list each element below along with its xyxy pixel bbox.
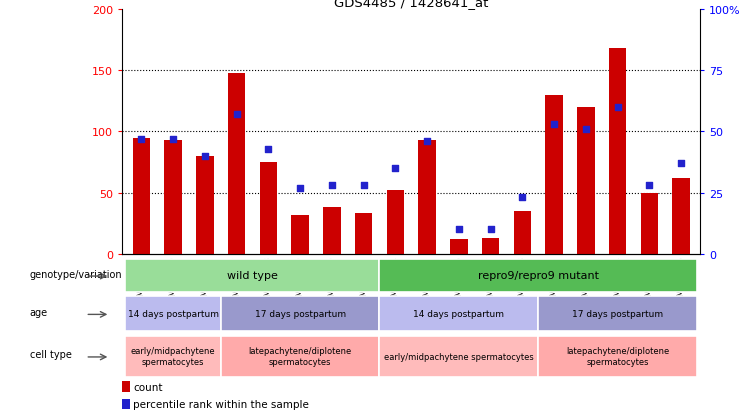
Point: [167, 136, 179, 143]
Bar: [125, 259, 379, 292]
Point: [390, 165, 402, 172]
Bar: [227, 74, 245, 254]
Point: [262, 146, 274, 152]
Bar: [125, 336, 221, 377]
Text: repro9/repro9 mutant: repro9/repro9 mutant: [478, 271, 599, 281]
Point: [612, 104, 624, 111]
Text: latepachytene/diplotene
spermatocytes: latepachytene/diplotene spermatocytes: [248, 347, 352, 366]
Point: [643, 183, 655, 189]
Bar: [450, 240, 468, 254]
Bar: [538, 336, 697, 377]
Text: early/midpachytene spermatocytes: early/midpachytene spermatocytes: [384, 352, 534, 361]
Point: [230, 112, 242, 119]
Bar: [291, 215, 309, 254]
Bar: [673, 178, 690, 254]
Bar: [221, 336, 379, 377]
Point: [453, 226, 465, 233]
Bar: [538, 297, 697, 331]
Text: 14 days postpartum: 14 days postpartum: [127, 309, 219, 318]
Text: age: age: [30, 307, 47, 317]
Bar: [122, 382, 130, 392]
Text: 17 days postpartum: 17 days postpartum: [572, 309, 663, 318]
Bar: [514, 211, 531, 254]
Text: percentile rank within the sample: percentile rank within the sample: [133, 399, 309, 409]
Bar: [545, 96, 563, 254]
Title: GDS4485 / 1428641_at: GDS4485 / 1428641_at: [334, 0, 488, 9]
Text: latepachytene/diplotene
spermatocytes: latepachytene/diplotene spermatocytes: [566, 347, 669, 366]
Point: [421, 139, 433, 145]
Bar: [133, 138, 150, 254]
Bar: [419, 141, 436, 254]
Bar: [577, 108, 594, 254]
Point: [326, 183, 338, 189]
Text: 14 days postpartum: 14 days postpartum: [413, 309, 505, 318]
Point: [485, 226, 496, 233]
Bar: [125, 297, 221, 331]
Bar: [196, 157, 213, 254]
Text: genotype/variation: genotype/variation: [30, 269, 122, 279]
Bar: [259, 163, 277, 254]
Point: [548, 121, 560, 128]
Text: count: count: [133, 382, 163, 392]
Bar: [323, 208, 341, 254]
Point: [358, 183, 370, 189]
Bar: [355, 214, 372, 254]
Bar: [482, 238, 499, 254]
Bar: [641, 193, 658, 254]
Bar: [379, 336, 538, 377]
Text: cell type: cell type: [30, 349, 72, 359]
Point: [136, 136, 147, 143]
Bar: [387, 191, 404, 254]
Text: 17 days postpartum: 17 days postpartum: [255, 309, 345, 318]
Bar: [165, 141, 182, 254]
Bar: [122, 399, 130, 410]
Point: [516, 195, 528, 201]
Text: early/midpachytene
spermatocytes: early/midpachytene spermatocytes: [130, 347, 216, 366]
Bar: [221, 297, 379, 331]
Point: [675, 161, 687, 167]
Point: [294, 185, 306, 192]
Bar: [379, 297, 538, 331]
Bar: [609, 49, 626, 254]
Point: [580, 126, 592, 133]
Text: wild type: wild type: [227, 271, 278, 281]
Bar: [379, 259, 697, 292]
Point: [199, 153, 210, 160]
